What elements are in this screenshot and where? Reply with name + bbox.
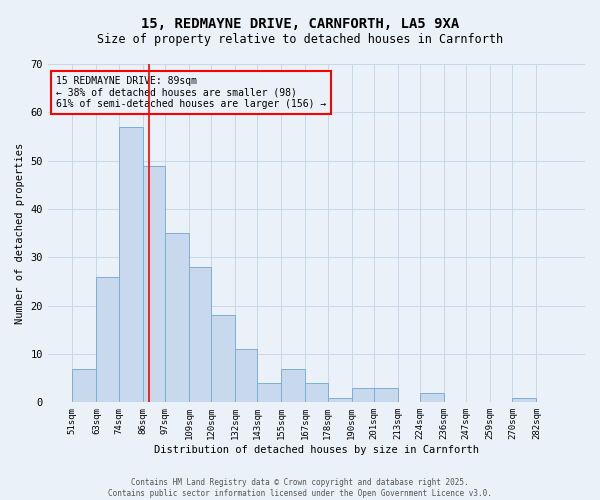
Bar — [143, 166, 165, 402]
Bar — [73, 368, 97, 402]
Bar — [189, 267, 211, 402]
Y-axis label: Number of detached properties: Number of detached properties — [15, 142, 25, 324]
Bar — [165, 233, 189, 402]
Bar — [374, 388, 398, 402]
X-axis label: Distribution of detached houses by size in Carnforth: Distribution of detached houses by size … — [154, 445, 479, 455]
Text: Size of property relative to detached houses in Carnforth: Size of property relative to detached ho… — [97, 32, 503, 46]
Bar — [328, 398, 352, 402]
Text: 15, REDMAYNE DRIVE, CARNFORTH, LA5 9XA: 15, REDMAYNE DRIVE, CARNFORTH, LA5 9XA — [141, 18, 459, 32]
Bar — [119, 127, 143, 402]
Bar — [211, 316, 235, 402]
Bar — [97, 276, 119, 402]
Text: 15 REDMAYNE DRIVE: 89sqm
← 38% of detached houses are smaller (98)
61% of semi-d: 15 REDMAYNE DRIVE: 89sqm ← 38% of detach… — [56, 76, 326, 109]
Bar — [512, 398, 536, 402]
Bar — [352, 388, 374, 402]
Bar — [257, 383, 281, 402]
Bar — [305, 383, 328, 402]
Text: Contains HM Land Registry data © Crown copyright and database right 2025.
Contai: Contains HM Land Registry data © Crown c… — [108, 478, 492, 498]
Bar — [420, 392, 444, 402]
Bar — [235, 349, 257, 403]
Bar — [281, 368, 305, 402]
